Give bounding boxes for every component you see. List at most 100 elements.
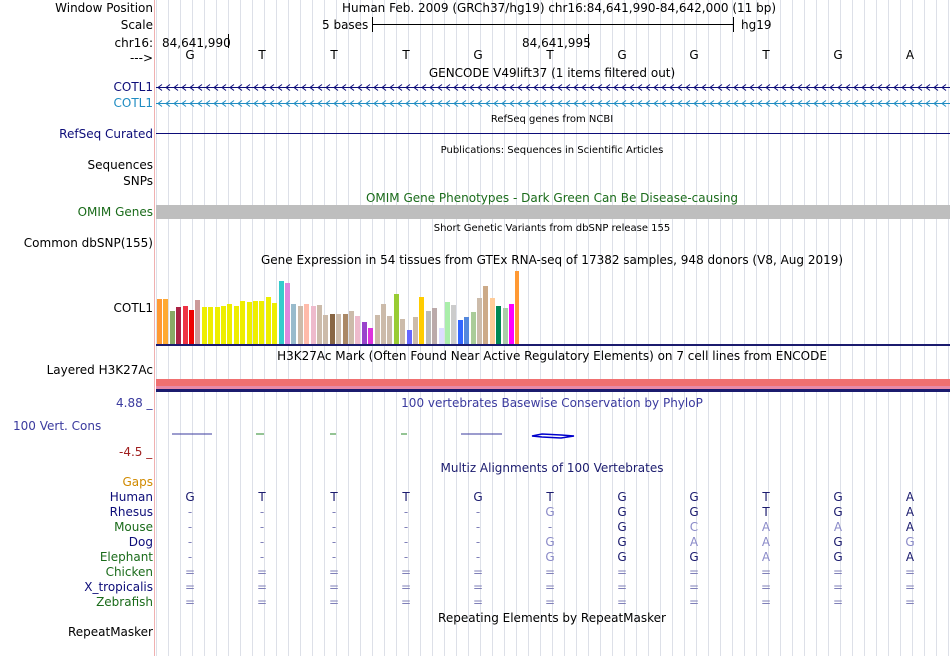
gtex-tissue-bar[interactable] xyxy=(310,306,316,344)
gtex-tissue-bar[interactable] xyxy=(406,330,412,344)
gtex-tissue-bar[interactable] xyxy=(342,314,348,344)
strand-chevron xyxy=(669,100,675,107)
gtex-tissue-bar[interactable] xyxy=(157,299,162,344)
gtex-tissue-bar[interactable] xyxy=(259,301,265,344)
species-label-rhesus[interactable]: Rhesus xyxy=(109,505,153,519)
gtex-tissue-bar[interactable] xyxy=(432,308,438,344)
cons-label[interactable]: 100 Vert. Cons xyxy=(13,419,102,433)
gtex-tissue-bar[interactable] xyxy=(374,315,380,344)
refseq-gene-line[interactable] xyxy=(156,133,950,134)
species-label-dog[interactable]: Dog xyxy=(128,535,153,549)
gtex-tissue-bar[interactable] xyxy=(208,307,214,344)
scale-label: Scale xyxy=(120,18,153,32)
species-label-x_tropicalis[interactable]: X_tropicalis xyxy=(84,580,153,594)
gtex-tissue-bar[interactable] xyxy=(509,304,514,344)
gtex-tissue-bar[interactable] xyxy=(182,306,188,344)
gtex-tissue-bar[interactable] xyxy=(381,304,386,344)
grid-line xyxy=(828,0,829,656)
position-tick-1 xyxy=(228,34,229,48)
gtex-tissue-bar[interactable] xyxy=(445,302,450,344)
gtex-tissue-bar[interactable] xyxy=(195,300,201,344)
gencode-label-2[interactable]: COTL1 xyxy=(113,96,153,110)
dbsnp-label[interactable]: Common dbSNP(155) xyxy=(23,236,153,250)
gtex-tissue-bar[interactable] xyxy=(515,271,520,344)
gtex-tissue-bar[interactable] xyxy=(317,305,322,344)
gtex-tissue-bar[interactable] xyxy=(297,306,303,344)
gtex-tissue-bar[interactable] xyxy=(355,316,361,344)
h3k27-label[interactable]: Layered H3K27Ac xyxy=(46,363,153,377)
refseq-label[interactable]: RefSeq Curated xyxy=(59,127,153,141)
gencode-transcript-1[interactable] xyxy=(156,81,950,94)
gtex-tissue-bar[interactable] xyxy=(233,306,239,344)
gtex-tissue-bar[interactable] xyxy=(419,297,425,344)
gtex-tissue-bar[interactable] xyxy=(285,283,290,344)
gtex-tissue-bar[interactable] xyxy=(163,299,169,344)
gtex-tissue-bar[interactable] xyxy=(464,317,470,344)
base-letter: G xyxy=(617,48,627,62)
omim-gene-bar[interactable] xyxy=(156,205,950,219)
alignment-base: = xyxy=(328,580,340,594)
gtex-tissue-bar[interactable] xyxy=(400,319,406,344)
gtex-tissue-bar[interactable] xyxy=(189,310,194,344)
strand-chevron xyxy=(293,84,299,91)
species-label-elephant[interactable]: Elephant xyxy=(99,550,153,564)
h3k27-signal-dark xyxy=(156,389,950,392)
gtex-tissue-bar[interactable] xyxy=(278,281,284,344)
omim-label[interactable]: OMIM Genes xyxy=(77,205,153,219)
gtex-tissue-bar[interactable] xyxy=(214,307,220,344)
gtex-tissue-bar[interactable] xyxy=(304,304,310,344)
gtex-tissue-bar[interactable] xyxy=(336,314,342,344)
cons-signal[interactable] xyxy=(156,428,950,442)
gtex-tissue-bar[interactable] xyxy=(265,297,271,344)
gtex-label[interactable]: COTL1 xyxy=(113,301,153,315)
strand-chevron xyxy=(413,100,419,107)
gencode-transcript-2[interactable] xyxy=(156,97,950,110)
gtex-tissue-bar[interactable] xyxy=(413,317,418,344)
gtex-tissue-bar[interactable] xyxy=(291,304,297,344)
gtex-tissue-bar[interactable] xyxy=(477,298,482,344)
gtex-tissue-bar[interactable] xyxy=(451,305,457,344)
gtex-tissue-bar[interactable] xyxy=(489,298,495,344)
gtex-tissue-bar[interactable] xyxy=(502,308,508,344)
gtex-tissue-bar[interactable] xyxy=(169,311,175,344)
gtex-tissue-bar[interactable] xyxy=(246,302,252,344)
gtex-bar-chart[interactable] xyxy=(156,268,950,344)
gtex-tissue-bar[interactable] xyxy=(368,328,374,344)
species-label-chicken[interactable]: Chicken xyxy=(105,565,153,579)
gtex-tissue-bar[interactable] xyxy=(483,286,489,344)
gtex-tissue-bar[interactable] xyxy=(272,303,278,344)
gtex-tissue-bar[interactable] xyxy=(393,294,399,344)
strand-chevron xyxy=(629,100,635,107)
gtex-tissue-bar[interactable] xyxy=(457,320,463,344)
gtex-tissue-bar[interactable] xyxy=(221,306,226,344)
alignment-base: = xyxy=(184,580,196,594)
gtex-tissue-bar[interactable] xyxy=(361,322,367,344)
repeat-label[interactable]: RepeatMasker xyxy=(67,625,153,639)
species-label-zebrafish[interactable]: Zebrafish xyxy=(96,595,153,609)
species-label-human[interactable]: Human xyxy=(109,490,153,504)
gaps-label[interactable]: Gaps xyxy=(122,475,153,489)
gtex-tissue-bar[interactable] xyxy=(470,312,476,344)
snps-label[interactable]: SNPs xyxy=(123,174,153,188)
gtex-tissue-bar[interactable] xyxy=(240,301,246,344)
gtex-tissue-bar[interactable] xyxy=(329,314,335,344)
sequences-label[interactable]: Sequences xyxy=(87,158,153,172)
gtex-tissue-bar[interactable] xyxy=(201,307,207,344)
strand-chevron xyxy=(741,100,747,107)
gtex-tissue-bar[interactable] xyxy=(176,307,182,344)
gtex-tissue-bar[interactable] xyxy=(227,304,233,344)
species-label-mouse[interactable]: Mouse xyxy=(114,520,153,534)
gtex-tissue-bar[interactable] xyxy=(438,328,444,344)
gtex-tissue-bar[interactable] xyxy=(387,316,393,344)
strand-chevron xyxy=(837,100,843,107)
cons-max-label: 4.88 _ xyxy=(116,396,153,410)
strand-chevron xyxy=(613,84,619,91)
gtex-tissue-bar[interactable] xyxy=(253,301,258,344)
gtex-tissue-bar[interactable] xyxy=(349,311,354,344)
gencode-label-1[interactable]: COTL1 xyxy=(113,80,153,94)
gtex-tissue-bar[interactable] xyxy=(496,306,502,344)
strand-chevron xyxy=(181,84,187,91)
gtex-tissue-bar[interactable] xyxy=(425,311,431,344)
gtex-tissue-bar[interactable] xyxy=(323,315,329,344)
